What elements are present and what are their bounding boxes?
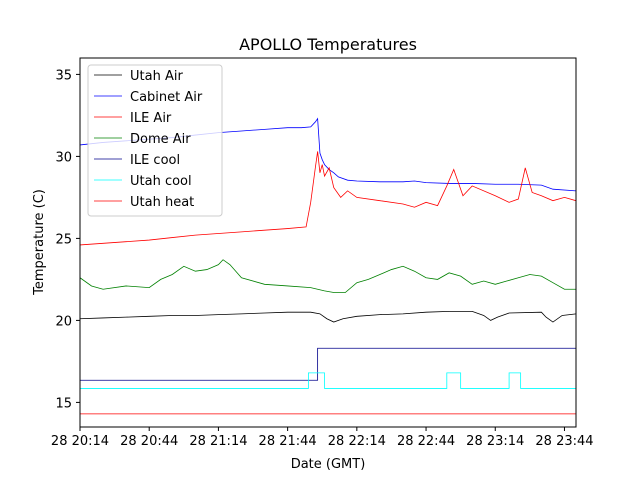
x-axis-label: Date (GMT) — [291, 457, 366, 472]
x-tick-label: 28 22:14 — [328, 434, 386, 449]
legend-label: Utah Air — [130, 69, 183, 84]
y-tick-label: 20 — [55, 314, 72, 329]
series-line-utah-cool — [80, 372, 576, 389]
legend-label: ILE Air — [130, 111, 172, 126]
legend-box — [87, 64, 223, 217]
series-line-dome-air — [79, 259, 576, 293]
x-tick-label: 28 21:44 — [259, 434, 317, 449]
series-line-utah-air — [79, 310, 577, 323]
chart-title: APOLLO Temperatures — [239, 35, 417, 54]
x-tick-label: 28 23:14 — [466, 434, 524, 449]
y-axis-label: Temperature (C) — [32, 189, 47, 296]
x-tick-label: 28 20:14 — [51, 434, 109, 449]
y-tick-label: 25 — [55, 232, 72, 247]
legend-label: Utah cool — [130, 174, 192, 189]
legend-label: Utah heat — [130, 195, 194, 210]
plot-frame — [79, 57, 577, 428]
legend-label: ILE cool — [130, 153, 180, 168]
series-layer — [79, 117, 577, 415]
legend: Utah Air Cabinet Air ILE Air Dome Air ILE co… — [87, 64, 223, 217]
x-tick-label: 28 23:44 — [535, 434, 593, 449]
y-tick-label: 35 — [55, 68, 72, 83]
x-tick-label: 28 22:44 — [397, 434, 455, 449]
legend-label: Cabinet Air — [130, 90, 203, 105]
x-tick-label: 28 21:14 — [189, 434, 247, 449]
series-line-ile-air — [79, 151, 577, 246]
y-tick-label: 15 — [55, 396, 72, 411]
x-tick-label: 28 20:44 — [120, 434, 178, 449]
series-line-ile-cool — [80, 347, 576, 381]
x-axis: 28 20:14 28 20:44 28 21:14 28 21:44 28 22:14… — [51, 427, 594, 449]
legend-label: Dome Air — [130, 132, 191, 147]
y-tick-label: 30 — [55, 150, 72, 165]
y-axis: 15 20 25 30 35 — [55, 68, 80, 411]
